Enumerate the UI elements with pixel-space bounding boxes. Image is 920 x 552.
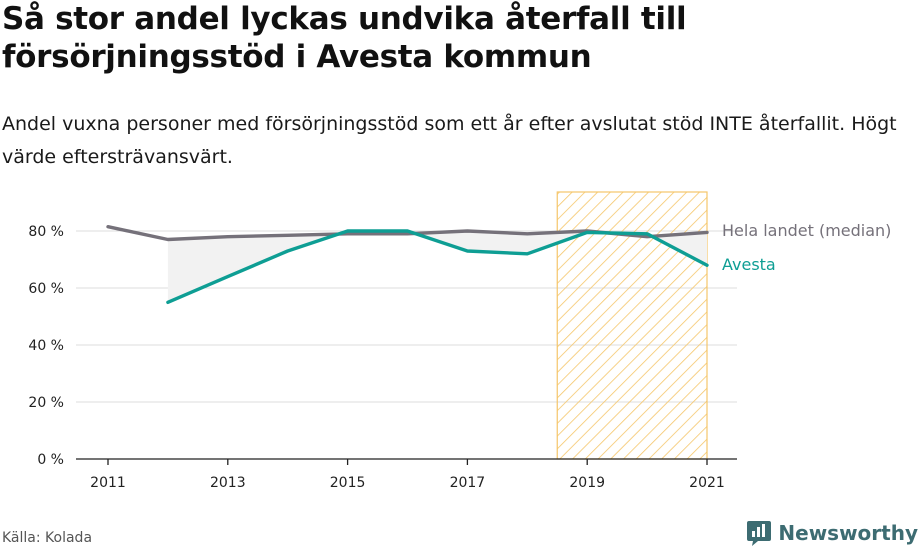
- y-tick-label: 20 %: [28, 395, 64, 411]
- series-label: Avesta: [722, 255, 776, 274]
- axes: 0 % 20 % 40 % 60 % 80 % 2011 2013 2015 2017 2019 2…: [28, 224, 737, 491]
- series-labels: Hela landet (median) Avesta: [722, 221, 891, 274]
- x-tick-label: 2021: [689, 475, 725, 491]
- y-tick-label: 0 %: [37, 452, 64, 468]
- y-tick-label: 60 %: [28, 281, 64, 297]
- x-tick-label: 2013: [210, 475, 246, 491]
- x-tick-label: 2015: [330, 475, 366, 491]
- x-tick-label: 2017: [450, 475, 486, 491]
- newsworthy-logo-icon: [747, 521, 772, 546]
- series-line-avesta: [166, 229, 709, 304]
- y-tick-label: 80 %: [28, 224, 64, 240]
- brand-name: Newsworthy: [778, 521, 918, 545]
- series-lines: [106, 225, 709, 304]
- series-label: Hela landet (median): [722, 221, 891, 240]
- x-tick-label: 2011: [90, 475, 126, 491]
- x-tick-label: 2019: [569, 475, 605, 491]
- brand-logo: Newsworthy: [746, 519, 918, 547]
- y-tick-label: 40 %: [28, 338, 64, 354]
- source-note: Källa: Kolada: [2, 530, 93, 546]
- chart-title: Så stor andel lyckas undvika återfall ti…: [2, 1, 687, 75]
- chart-subtitle: Andel vuxna personer med försörjningsstö…: [2, 113, 897, 168]
